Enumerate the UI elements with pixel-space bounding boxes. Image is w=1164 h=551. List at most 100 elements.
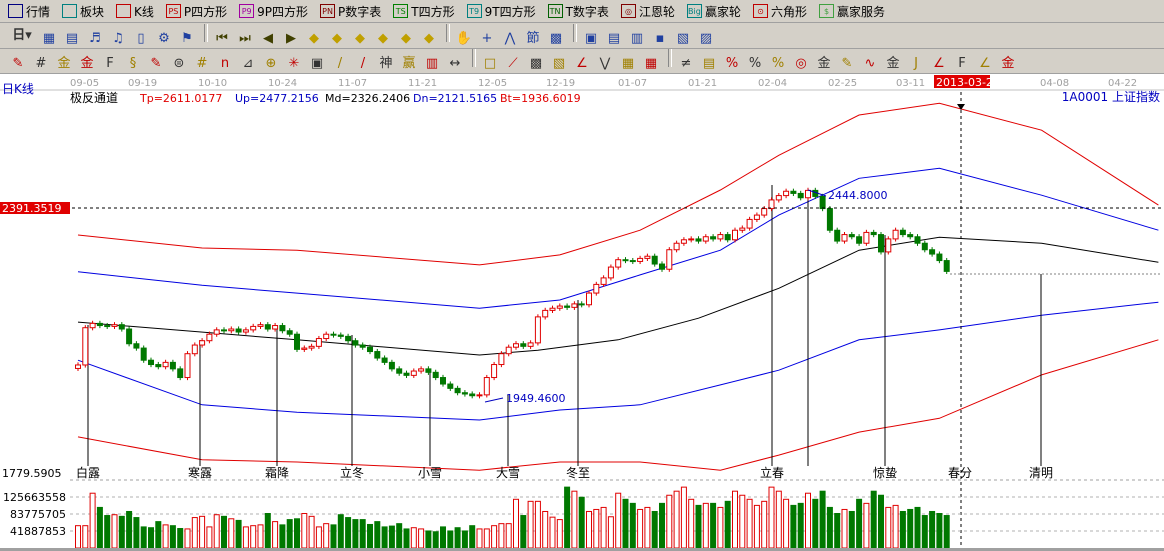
solar-term-icon[interactable]: ▩	[549, 30, 563, 46]
ruler-icon[interactable]: 赢	[402, 56, 416, 71]
festival-icon[interactable]: 節	[526, 30, 540, 46]
first-icon[interactable]: ⏮	[216, 30, 228, 46]
expand-icon[interactable]: ◆	[401, 30, 411, 46]
gold-icon[interactable]: 金	[57, 56, 71, 71]
menu-item-8[interactable]: TN T数字表	[547, 3, 609, 20]
zoom-right-icon[interactable]: ◆	[332, 30, 342, 46]
win-icon[interactable]: 神	[379, 56, 393, 71]
volume-bar	[381, 526, 388, 549]
four-angle-icon[interactable]: 金	[1001, 56, 1015, 71]
candle-body	[651, 255, 658, 265]
square-fan-icon[interactable]: ⟋	[508, 56, 518, 71]
candle-icon[interactable]: ▯	[137, 30, 145, 46]
kline-chart[interactable]: 09-05 09-19 10-10 10-24 11-07 11-21 12-05 12-19…	[0, 74, 1164, 551]
indicator-icon[interactable]: ⚙	[158, 30, 170, 46]
calculator-icon[interactable]: ▤	[607, 30, 621, 46]
slash-icon[interactable]: ▦	[644, 56, 658, 71]
zoom-left-icon[interactable]: ◆	[309, 30, 319, 46]
pen-icon[interactable]: ✎	[12, 56, 24, 71]
menu-item-2[interactable]: K线	[116, 3, 154, 20]
square-icon[interactable]: ▣	[310, 56, 324, 71]
scroll-strip[interactable]	[0, 548, 1164, 551]
candle-body	[929, 249, 936, 255]
width-icon[interactable]: ▥	[425, 56, 439, 71]
gold2-icon[interactable]: 金	[80, 56, 94, 71]
box-icon[interactable]: ↔	[449, 56, 461, 71]
f-angle-icon[interactable]: J	[914, 56, 918, 71]
spiral-icon[interactable]: §	[129, 56, 137, 71]
wave-icon[interactable]: ∠	[576, 56, 588, 71]
line-icon[interactable]: ⋀	[504, 30, 516, 46]
win-angle-icon[interactable]: ∠	[979, 56, 991, 71]
menu-item-12[interactable]: $ 赢家服务	[818, 3, 885, 20]
volume-bar	[155, 521, 162, 549]
rocket-icon[interactable]: ✎	[150, 56, 162, 71]
percent-line-icon[interactable]: ▤	[702, 56, 716, 71]
menu-item-10[interactable]: Big 赢家轮	[686, 3, 741, 20]
p3-icon[interactable]: ♬	[89, 30, 101, 46]
bars-icon[interactable]: ≠	[680, 56, 692, 71]
hand-icon[interactable]: ✋	[455, 30, 473, 46]
print-icon[interactable]: ▨	[699, 30, 713, 46]
candle-body	[410, 370, 417, 376]
menu-item-0[interactable]: 行情	[8, 3, 50, 20]
fib-icon[interactable]: F	[106, 56, 114, 71]
star-icon[interactable]: ✳	[288, 56, 300, 71]
volume-bar	[571, 490, 578, 549]
zoom-h-icon[interactable]: ◆	[355, 30, 365, 46]
notes-icon[interactable]: ▤	[65, 30, 79, 46]
mesh-icon[interactable]: ⋁	[599, 56, 611, 71]
angle2-icon[interactable]: ▧	[552, 56, 566, 71]
flag-icon[interactable]: ⚑	[181, 30, 193, 46]
fan-icon[interactable]: □	[483, 56, 497, 71]
menu-item-1[interactable]: 板块	[62, 3, 104, 20]
zoom-all-icon[interactable]: ◆	[424, 30, 434, 46]
chart-type-icon[interactable]: ▦	[42, 30, 56, 46]
angle-icon[interactable]: ⊿	[242, 56, 254, 71]
percent2-icon[interactable]: %	[748, 56, 762, 71]
menu-item-7[interactable]: T9 9T四方形	[466, 3, 536, 20]
percent-icon[interactable]: %	[725, 56, 739, 71]
period-select[interactable]: 日▾	[12, 27, 32, 43]
gold-line-icon[interactable]: ◎	[795, 56, 807, 71]
gold-angle-icon[interactable]: ∠	[933, 56, 945, 71]
menu-item-9[interactable]: ◎ 江恩轮	[620, 3, 675, 20]
report-icon[interactable]: ▥	[630, 30, 644, 46]
last-icon[interactable]: ⏭	[239, 30, 251, 46]
sine-icon[interactable]: ✎	[841, 56, 853, 71]
menu-item-4[interactable]: P9 9P四方形	[239, 3, 308, 20]
save-icon[interactable]: ▪	[655, 30, 665, 46]
target-icon[interactable]: ⊕	[265, 56, 277, 71]
parallel-icon[interactable]: /	[337, 56, 343, 71]
menu-item-5[interactable]: PN P数字表	[320, 3, 381, 20]
pen2-icon[interactable]: 金	[817, 56, 831, 71]
gold-circle-icon[interactable]: %	[771, 56, 785, 71]
volume-bar	[622, 498, 629, 549]
god-angle-icon[interactable]: F	[958, 56, 966, 71]
p9-icon[interactable]: ♫	[112, 30, 124, 46]
menu-item-3[interactable]: PS P四方形	[165, 3, 227, 20]
calendar-icon[interactable]: ▣	[584, 30, 598, 46]
menu-item-6[interactable]: TS T四方形	[393, 3, 455, 20]
grid-icon[interactable]: #	[35, 56, 47, 71]
menu-item-11[interactable]: ⊙ 六角形	[752, 3, 807, 20]
n2-icon[interactable]: n	[220, 56, 230, 71]
mesh2-icon[interactable]: ▦	[621, 56, 635, 71]
quote-table-icon	[8, 4, 23, 18]
box-fan-icon[interactable]: ▩	[529, 56, 543, 71]
volume-bar	[235, 519, 242, 549]
hash-icon[interactable]: #	[196, 56, 208, 71]
candle-body	[921, 242, 928, 251]
candle-body	[899, 229, 906, 236]
left-icon[interactable]: ◀	[263, 30, 273, 46]
crosshair-icon[interactable]: +	[481, 30, 493, 46]
shrink-icon[interactable]: ◆	[378, 30, 388, 46]
gold3-icon[interactable]: ∿	[864, 56, 876, 71]
right-icon[interactable]: ▶	[286, 30, 296, 46]
volume-bar	[673, 490, 680, 549]
circle-icon[interactable]: ⊜	[173, 56, 185, 71]
j-angle-icon[interactable]: 金	[886, 56, 900, 71]
network-icon[interactable]: ▧	[676, 30, 690, 46]
god-icon[interactable]: /	[360, 56, 366, 71]
volume-bar	[162, 524, 169, 549]
